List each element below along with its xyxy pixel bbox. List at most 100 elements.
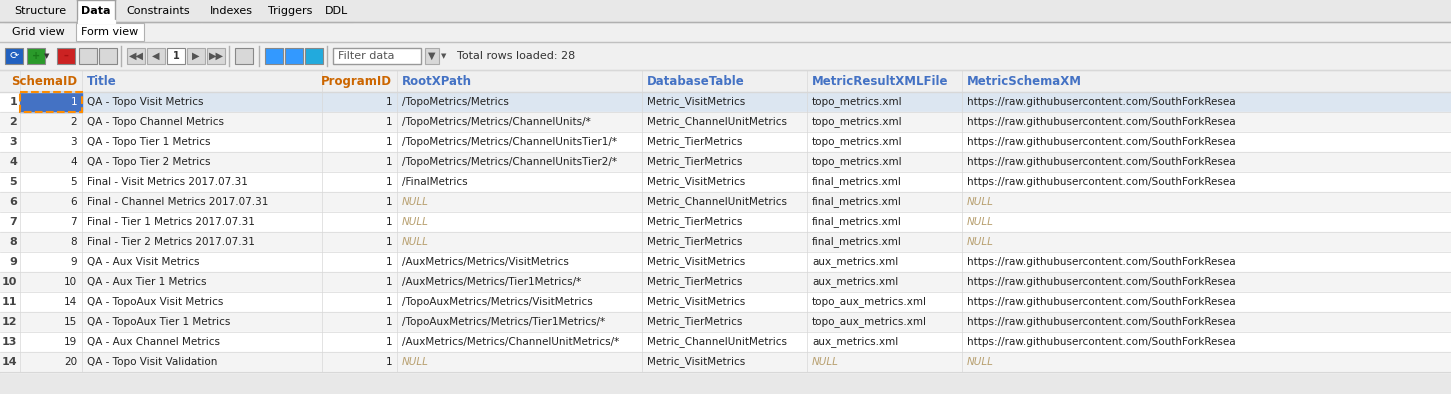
Bar — [235, 48, 252, 64]
Text: final_metrics.xml: final_metrics.xml — [813, 197, 903, 208]
Bar — [0, 172, 1451, 192]
Text: Metric_ChannelUnitMetrics: Metric_ChannelUnitMetrics — [647, 197, 786, 208]
Text: Metric_ChannelUnitMetrics: Metric_ChannelUnitMetrics — [647, 336, 786, 348]
Text: 1: 1 — [386, 237, 392, 247]
Text: 1: 1 — [386, 97, 392, 107]
Text: https://raw.githubusercontent.com/SouthForkResea: https://raw.githubusercontent.com/SouthF… — [966, 317, 1236, 327]
Bar — [187, 48, 205, 64]
Text: 19: 19 — [64, 337, 77, 347]
Text: 7: 7 — [71, 217, 77, 227]
Text: 8: 8 — [9, 237, 17, 247]
Bar — [75, 23, 144, 41]
Text: –: – — [64, 51, 68, 61]
Text: 9: 9 — [9, 257, 17, 267]
Bar — [0, 352, 1451, 372]
Text: https://raw.githubusercontent.com/SouthForkResea: https://raw.githubusercontent.com/SouthF… — [966, 277, 1236, 287]
Bar — [0, 42, 1451, 70]
Bar — [20, 92, 83, 112]
Bar — [321, 0, 353, 22]
Text: /AuxMetrics/Metrics/ChannelUnitMetrics/*: /AuxMetrics/Metrics/ChannelUnitMetrics/* — [402, 337, 620, 347]
Text: 6: 6 — [9, 197, 17, 207]
Text: 3: 3 — [9, 137, 17, 147]
Text: 4: 4 — [9, 157, 17, 167]
Bar — [0, 252, 1451, 272]
Text: Metric_TierMetrics: Metric_TierMetrics — [647, 236, 743, 247]
Text: /FinalMetrics: /FinalMetrics — [402, 177, 467, 187]
Text: /TopoMetrics/Metrics: /TopoMetrics/Metrics — [402, 97, 509, 107]
Text: /TopoMetrics/Metrics/ChannelUnits/*: /TopoMetrics/Metrics/ChannelUnits/* — [402, 117, 591, 127]
Text: ▼: ▼ — [45, 53, 49, 59]
Text: final_metrics.xml: final_metrics.xml — [813, 217, 903, 227]
Text: 1: 1 — [386, 357, 392, 367]
Bar — [0, 0, 1451, 22]
Text: QA - TopoAux Tier 1 Metrics: QA - TopoAux Tier 1 Metrics — [87, 317, 231, 327]
Bar — [207, 48, 225, 64]
Text: NULL: NULL — [966, 197, 994, 207]
Bar — [284, 48, 303, 64]
Bar — [332, 48, 421, 64]
Bar — [78, 20, 115, 23]
Text: 3: 3 — [71, 137, 77, 147]
Text: DDL: DDL — [325, 6, 348, 16]
Text: 2: 2 — [71, 117, 77, 127]
Bar — [0, 232, 1451, 252]
Bar — [0, 152, 1451, 172]
Text: RootXPath: RootXPath — [402, 74, 472, 87]
Text: MetricResultXMLFile: MetricResultXMLFile — [813, 74, 949, 87]
Text: NULL: NULL — [813, 357, 839, 367]
Text: /AuxMetrics/Metrics/VisitMetrics: /AuxMetrics/Metrics/VisitMetrics — [402, 257, 569, 267]
Bar — [167, 48, 184, 64]
Text: 10: 10 — [64, 277, 77, 287]
Text: ▼: ▼ — [428, 51, 435, 61]
Text: NULL: NULL — [966, 357, 994, 367]
Text: Metric_VisitMetrics: Metric_VisitMetrics — [647, 256, 746, 268]
Text: Data: Data — [81, 6, 110, 16]
Text: 1: 1 — [386, 137, 392, 147]
Text: /AuxMetrics/Metrics/Tier1Metrics/*: /AuxMetrics/Metrics/Tier1Metrics/* — [402, 277, 582, 287]
Bar — [0, 132, 1451, 152]
Text: ▶▶: ▶▶ — [209, 51, 223, 61]
Text: Grid view: Grid view — [12, 27, 64, 37]
Bar — [4, 0, 75, 22]
Text: ProgramID: ProgramID — [321, 74, 392, 87]
Text: 5: 5 — [9, 177, 17, 187]
Bar — [78, 48, 97, 64]
Text: final_metrics.xml: final_metrics.xml — [813, 177, 903, 188]
Text: 2: 2 — [9, 117, 17, 127]
Text: NULL: NULL — [402, 197, 429, 207]
Text: https://raw.githubusercontent.com/SouthForkResea: https://raw.githubusercontent.com/SouthF… — [966, 297, 1236, 307]
Text: /TopoMetrics/Metrics/ChannelUnitsTier1/*: /TopoMetrics/Metrics/ChannelUnitsTier1/* — [402, 137, 617, 147]
Bar — [99, 48, 118, 64]
Text: 1: 1 — [386, 217, 392, 227]
Text: /TopoAuxMetrics/Metrics/Tier1Metrics/*: /TopoAuxMetrics/Metrics/Tier1Metrics/* — [402, 317, 605, 327]
Text: topo_metrics.xml: topo_metrics.xml — [813, 156, 903, 167]
Bar — [147, 48, 165, 64]
Bar — [0, 192, 1451, 212]
Text: 1: 1 — [9, 97, 17, 107]
Text: +: + — [32, 51, 41, 61]
Text: Final - Tier 1 Metrics 2017.07.31: Final - Tier 1 Metrics 2017.07.31 — [87, 217, 255, 227]
Text: Metric_VisitMetrics: Metric_VisitMetrics — [647, 297, 746, 307]
Bar — [0, 70, 1451, 372]
Text: QA - Topo Visit Metrics: QA - Topo Visit Metrics — [87, 97, 203, 107]
Text: Metric_TierMetrics: Metric_TierMetrics — [647, 316, 743, 327]
Text: Triggers: Triggers — [268, 6, 312, 16]
Text: topo_metrics.xml: topo_metrics.xml — [813, 97, 903, 108]
Text: aux_metrics.xml: aux_metrics.xml — [813, 256, 898, 268]
Text: NULL: NULL — [966, 237, 994, 247]
Text: 1: 1 — [386, 337, 392, 347]
Text: final_metrics.xml: final_metrics.xml — [813, 236, 903, 247]
Text: 20: 20 — [64, 357, 77, 367]
Text: topo_metrics.xml: topo_metrics.xml — [813, 137, 903, 147]
Text: topo_aux_metrics.xml: topo_aux_metrics.xml — [813, 316, 927, 327]
Bar — [128, 48, 145, 64]
Bar — [425, 48, 440, 64]
Text: SchemaID: SchemaID — [10, 74, 77, 87]
Text: https://raw.githubusercontent.com/SouthForkResea: https://raw.githubusercontent.com/SouthF… — [966, 137, 1236, 147]
Bar — [57, 48, 75, 64]
Text: https://raw.githubusercontent.com/SouthForkResea: https://raw.githubusercontent.com/SouthF… — [966, 157, 1236, 167]
Text: 8: 8 — [71, 237, 77, 247]
Text: ◀: ◀ — [152, 51, 160, 61]
Text: 1: 1 — [386, 117, 392, 127]
Text: Metric_TierMetrics: Metric_TierMetrics — [647, 217, 743, 227]
